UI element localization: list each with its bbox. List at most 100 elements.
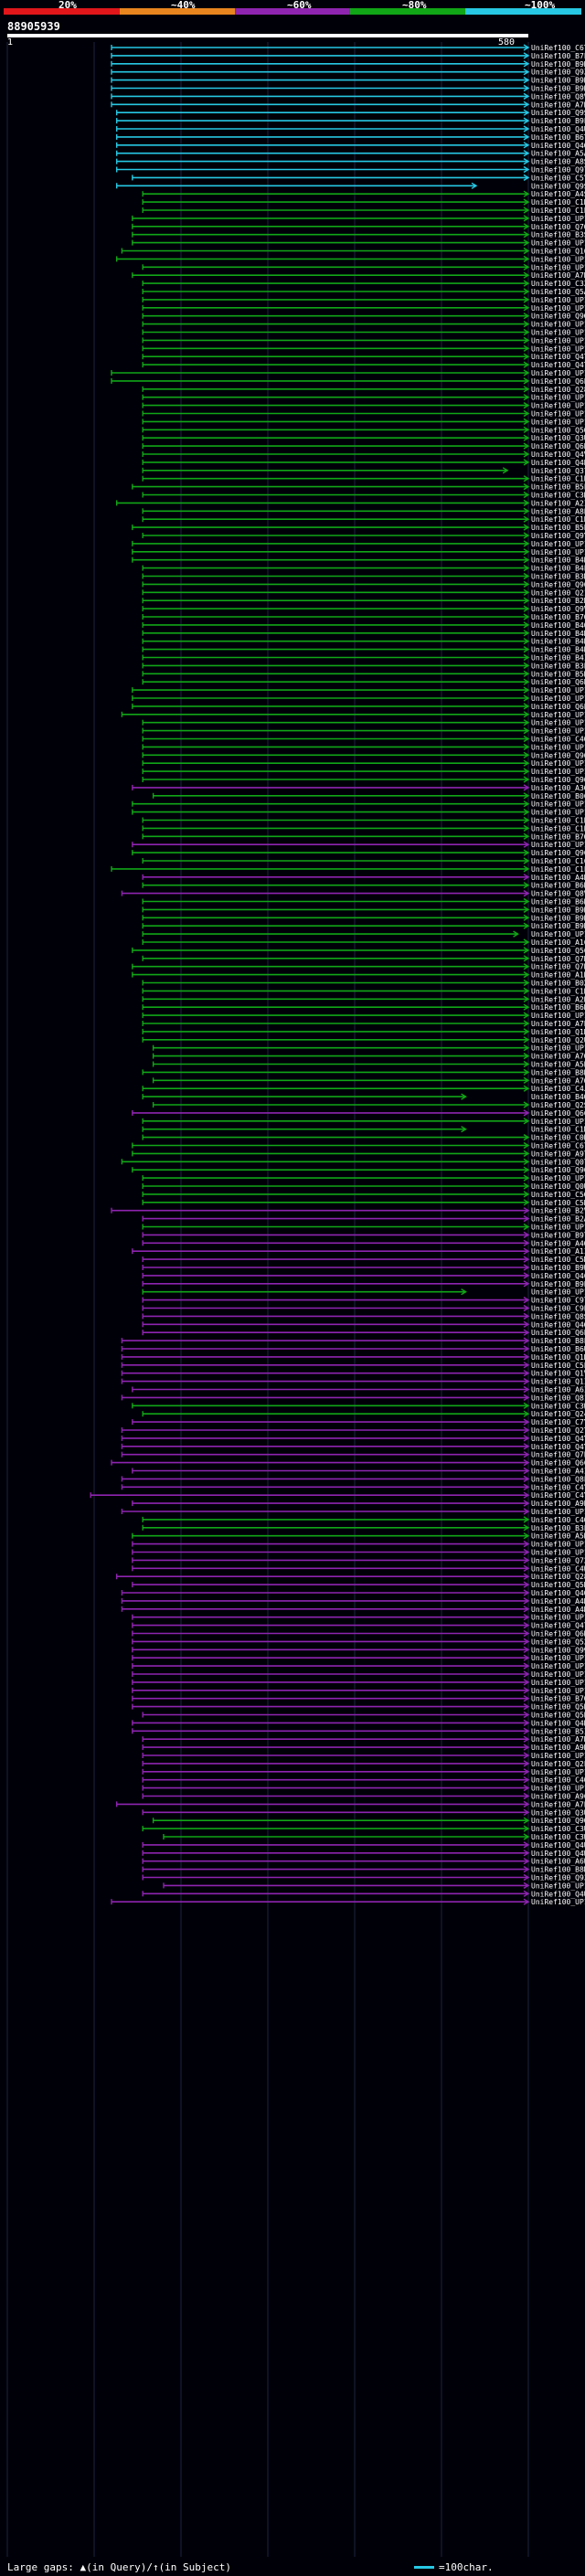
- hit-row[interactable]: UniRef100_UP1000...: [132, 1662, 585, 1670]
- hit-row[interactable]: UniRef100_Q1IZY9: [121, 1378, 585, 1386]
- hit-row[interactable]: UniRef100_A8SDP4: [115, 158, 585, 166]
- hit-row[interactable]: UniRef100_Q8SQR4: [142, 1312, 585, 1320]
- hit-row[interactable]: UniRef100_C3U7E5: [142, 1825, 585, 1833]
- hit-row[interactable]: UniRef100_Q5ANN1: [142, 288, 585, 296]
- hit-row[interactable]: UniRef100_B0C4L3: [152, 792, 585, 800]
- hit-row[interactable]: UniRef100_C3KH39: [142, 492, 585, 500]
- hit-row[interactable]: UniRef100_Q9ZS08: [111, 69, 585, 77]
- hit-row[interactable]: UniRef100_B8FJ43: [121, 1337, 585, 1345]
- hit-row[interactable]: UniRef100_Q1DY19: [142, 1028, 585, 1036]
- hit-row[interactable]: UniRef100_Q4UBT0: [142, 1890, 585, 1898]
- hit-row[interactable]: UniRef100_Q5D6M7: [132, 1581, 585, 1589]
- hit-row[interactable]: UniRef100_A4RBK8: [142, 874, 585, 882]
- hit-row[interactable]: UniRef100_UP1000...: [132, 800, 585, 809]
- hit-row[interactable]: UniRef100_Q8F1B1: [121, 1475, 585, 1483]
- hit-row[interactable]: UniRef100_Q7Q4X4: [132, 223, 585, 231]
- hit-row[interactable]: UniRef100_Q6C097: [132, 1109, 585, 1118]
- hit-row[interactable]: UniRef100_Q4TKR9: [132, 1622, 585, 1630]
- hit-row[interactable]: UniRef100_A5BEK7: [152, 1061, 585, 1069]
- hit-row[interactable]: UniRef100_Q5CGJ4: [132, 947, 585, 955]
- hit-row[interactable]: UniRef100_A7E471: [115, 1800, 585, 1808]
- hit-row[interactable]: UniRef100_UP1000...: [142, 1785, 585, 1793]
- hit-row[interactable]: UniRef100_Q5R9M3: [132, 1703, 585, 1712]
- hit-row[interactable]: UniRef100_B4N4E0: [142, 638, 585, 646]
- hit-row[interactable]: UniRef100_Q6BN14: [142, 442, 585, 451]
- hit-row[interactable]: UniRef100_B2VVW9: [111, 1207, 585, 1215]
- hit-row[interactable]: UniRef100_Q4YTD2: [121, 1443, 585, 1451]
- hit-row[interactable]: UniRef100_B9F7N2: [115, 117, 585, 125]
- hit-row[interactable]: UniRef100_B5EL07: [132, 524, 585, 532]
- hit-row[interactable]: UniRef100_A5AQ89: [115, 150, 585, 158]
- hit-row[interactable]: UniRef100_B4K6B7: [142, 646, 585, 654]
- hit-row[interactable]: UniRef100_UP1000...: [132, 841, 585, 849]
- hit-row[interactable]: UniRef100_UP1000...: [121, 711, 585, 719]
- hit-row[interactable]: UniRef100_B6TKJ7: [115, 133, 585, 142]
- hit-row[interactable]: UniRef100_C4Y3E5: [121, 1483, 585, 1491]
- hit-row[interactable]: UniRef100_A7RPW7: [132, 271, 585, 280]
- hit-row[interactable]: UniRef100_C4Q6C3: [142, 1516, 585, 1524]
- hit-row[interactable]: UniRef100_B8ND62: [142, 1068, 585, 1076]
- hit-row[interactable]: UniRef100_Q2F6B5: [142, 1760, 585, 1768]
- hit-row[interactable]: UniRef100_Q9SDP0: [115, 182, 585, 190]
- hit-row[interactable]: UniRef100_C9TM90: [142, 1297, 585, 1305]
- hit-row[interactable]: UniRef100_A4HSD8: [121, 1606, 585, 1614]
- hit-row[interactable]: UniRef100_C4Y5R5: [90, 1491, 585, 1500]
- hit-row[interactable]: UniRef100_A7Q895: [152, 1076, 585, 1085]
- hit-row[interactable]: UniRef100_UP1000...: [142, 418, 585, 426]
- hit-row[interactable]: UniRef100_Q37185: [142, 467, 585, 475]
- hit-row[interactable]: UniRef100_Q3U957: [142, 434, 585, 442]
- hit-row[interactable]: UniRef100_C3WBB8: [132, 1402, 585, 1410]
- hit-row[interactable]: UniRef100_UP1000...: [132, 1541, 585, 1549]
- hit-row[interactable]: UniRef100_A5K2Z2: [132, 1532, 585, 1541]
- hit-row[interactable]: UniRef100_C9P1E7: [142, 1305, 585, 1313]
- hit-row[interactable]: UniRef100_UP1000...: [142, 394, 585, 402]
- hit-row[interactable]: UniRef100_B4QDI9: [142, 621, 585, 630]
- hit-row[interactable]: UniRef100_Q4G2J4: [115, 142, 585, 150]
- hit-row[interactable]: UniRef100_Q6PSE4: [132, 703, 585, 711]
- hit-row[interactable]: UniRef100_B5DY45: [142, 670, 585, 678]
- hit-row[interactable]: UniRef100_Q72VT9: [132, 1556, 585, 1564]
- hit-row[interactable]: UniRef100_B9HUD9: [111, 85, 585, 93]
- hit-row[interactable]: UniRef100_Q8VZU9: [121, 890, 585, 898]
- hit-row[interactable]: UniRef100_Q9VDU2: [142, 605, 585, 613]
- hit-row[interactable]: UniRef100_B7QLT4: [142, 613, 585, 621]
- hit-row[interactable]: UniRef100_Q4C2J5: [142, 1272, 585, 1280]
- hit-row[interactable]: UniRef100_Q81J8Z: [121, 1394, 585, 1402]
- hit-row[interactable]: UniRef100_A9KD40: [142, 1744, 585, 1752]
- hit-row[interactable]: UniRef100_A4QSC5: [142, 1239, 585, 1247]
- hit-row[interactable]: UniRef100_B7QD13: [132, 1695, 585, 1703]
- hit-row[interactable]: UniRef100_Q9T0M9: [115, 166, 585, 175]
- hit-row[interactable]: UniRef100_Q93S61: [142, 1874, 585, 1882]
- hit-row[interactable]: UniRef100_UP1000...: [142, 1118, 585, 1126]
- hit-row[interactable]: UniRef100_B6KHF2: [142, 898, 585, 906]
- hit-row[interactable]: UniRef100_Q8VZ96: [111, 92, 585, 101]
- hit-row[interactable]: UniRef100_Q99J56: [132, 1646, 585, 1654]
- hit-row[interactable]: UniRef100_A4S5T5: [142, 190, 585, 198]
- hit-row[interactable]: UniRef100_A6IZ16: [132, 1386, 585, 1394]
- hit-row[interactable]: UniRef100_Q5B9N8: [142, 1712, 585, 1720]
- hit-row[interactable]: UniRef100_Q6PW25: [142, 1329, 585, 1337]
- hit-row[interactable]: UniRef100_A8PH13: [142, 507, 585, 515]
- hit-row[interactable]: UniRef100_B9RXN5: [111, 60, 585, 69]
- hit-row[interactable]: UniRef100_B3P136: [142, 662, 585, 670]
- hit-row[interactable]: UniRef100_B9K5H3: [142, 906, 585, 914]
- hit-row[interactable]: UniRef100_Q4G2J6: [142, 1320, 585, 1329]
- hit-row[interactable]: UniRef100_Q9YHP9: [142, 532, 585, 540]
- hit-row[interactable]: UniRef100_Q4T1E2: [142, 353, 585, 361]
- hit-row[interactable]: UniRef100_UP1000...: [163, 1882, 585, 1890]
- hit-row[interactable]: UniRef100_A9C339: [142, 1793, 585, 1801]
- hit-row[interactable]: UniRef100_B4LRT0: [142, 565, 585, 573]
- hit-row[interactable]: UniRef100_UP1000...: [142, 304, 585, 313]
- hit-row[interactable]: UniRef100_Q4UDI1: [142, 1841, 585, 1850]
- hit-row[interactable]: UniRef100_B4HXL9: [142, 630, 585, 638]
- hit-row[interactable]: UniRef100_B9P9H2: [142, 1280, 585, 1288]
- hit-row[interactable]: UniRef100_Q9QB26: [152, 1817, 585, 1825]
- hit-row[interactable]: UniRef100_B4Q7J6: [142, 1093, 585, 1101]
- hit-row[interactable]: UniRef100_C1BPS2: [142, 824, 585, 832]
- hit-row[interactable]: UniRef100_A7R0M5: [111, 101, 585, 109]
- hit-row[interactable]: UniRef100_UP1000...: [121, 1508, 585, 1516]
- hit-row[interactable]: UniRef100_B6HCI2: [142, 1003, 585, 1012]
- hit-row[interactable]: UniRef100_UP1000...: [132, 540, 585, 548]
- hit-row[interactable]: UniRef100_C4QDD0: [142, 1776, 585, 1785]
- hit-row[interactable]: UniRef100_A7Q896: [152, 1053, 585, 1061]
